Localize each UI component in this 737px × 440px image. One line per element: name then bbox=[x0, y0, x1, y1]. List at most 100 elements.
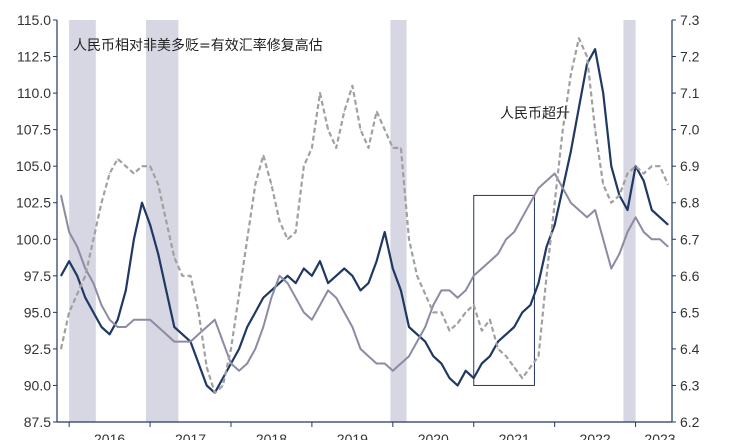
series-2-point-67 bbox=[602, 183, 604, 186]
series-0-point-44 bbox=[416, 333, 418, 335]
series-0-point-61 bbox=[554, 224, 556, 226]
series-1-point-54 bbox=[497, 253, 499, 255]
series-2-point-10 bbox=[141, 165, 143, 167]
series-line-2 bbox=[59, 37, 670, 394]
right-tick-label-2: 6.4 bbox=[680, 341, 700, 357]
series-0-point-13 bbox=[165, 289, 167, 292]
left-tick-label-10: 112.5 bbox=[17, 49, 51, 65]
series-0-point-17 bbox=[198, 362, 200, 365]
series-2-point-60 bbox=[545, 275, 548, 277]
series-0-point-22 bbox=[238, 348, 240, 350]
series-0-point-18 bbox=[206, 384, 208, 387]
left-tick-label-1: 90.0 bbox=[24, 377, 51, 393]
right-tick-label-6: 6.8 bbox=[680, 195, 700, 211]
series-2-point-43 bbox=[408, 238, 410, 240]
series-1-point-52 bbox=[481, 267, 483, 270]
series-2-point-72 bbox=[643, 172, 645, 175]
series-1-point-65 bbox=[586, 216, 588, 218]
series-1-point-32 bbox=[319, 304, 321, 306]
series-1-point-42 bbox=[400, 362, 402, 365]
series-0-point-53 bbox=[489, 355, 491, 357]
left-tick-label-9: 110.0 bbox=[17, 85, 51, 101]
series-2-point-8 bbox=[125, 165, 127, 167]
series-2-point-27 bbox=[278, 220, 281, 222]
series-1-point-64 bbox=[578, 209, 580, 211]
series-2-point-73 bbox=[651, 165, 653, 167]
series-1-point-40 bbox=[384, 362, 386, 365]
series-1-point-31 bbox=[311, 319, 313, 321]
series-1-point-71 bbox=[634, 216, 637, 218]
series-2-point-5 bbox=[100, 202, 103, 204]
series-2-point-0 bbox=[60, 348, 62, 350]
series-1-point-25 bbox=[262, 326, 264, 328]
series-2-point-45 bbox=[424, 293, 426, 295]
series-0-point-56 bbox=[513, 326, 515, 328]
series-2-point-12 bbox=[157, 183, 159, 186]
series-1-point-38 bbox=[367, 355, 370, 357]
series-0-point-48 bbox=[448, 377, 451, 379]
plot-frame bbox=[56, 20, 673, 423]
series-2-point-55 bbox=[505, 355, 507, 357]
series-1-point-0 bbox=[60, 194, 62, 197]
series-0-point-36 bbox=[351, 275, 353, 277]
series-1-point-50 bbox=[465, 289, 467, 292]
series-2-point-49 bbox=[456, 322, 459, 324]
series-1-point-28 bbox=[287, 282, 289, 284]
series-0-point-63 bbox=[570, 150, 572, 153]
series-2-point-66 bbox=[594, 129, 596, 131]
highlight-rect bbox=[473, 194, 535, 386]
series-0-point-72 bbox=[643, 180, 645, 182]
series-2-point-29 bbox=[295, 231, 297, 233]
series-2-point-4 bbox=[92, 238, 95, 240]
series-2-point-74 bbox=[659, 165, 661, 167]
right-tick-label-0: 6.2 bbox=[680, 414, 700, 430]
series-2-point-42 bbox=[400, 147, 402, 149]
series-0-point-7 bbox=[117, 319, 119, 321]
right-axis-ticks: 6.2 6.3 6.4 6.5 6.6 6.7 6.8 6.9 7.0 7.1 7.2 7.3 bbox=[672, 12, 700, 430]
series-0-point-25 bbox=[262, 297, 264, 299]
series-1-point-48 bbox=[448, 289, 451, 292]
series-1-point-10 bbox=[141, 319, 143, 321]
series-2-point-15 bbox=[181, 275, 184, 277]
series-0-point-23 bbox=[246, 326, 248, 328]
shaded-period-1 bbox=[146, 20, 179, 422]
series-2-point-2 bbox=[76, 293, 78, 295]
series-0-point-54 bbox=[497, 341, 499, 343]
series-1-point-63 bbox=[570, 202, 572, 204]
shaded-periods bbox=[69, 20, 636, 422]
series-0-point-46 bbox=[432, 355, 434, 357]
series-2-point-35 bbox=[343, 110, 345, 112]
series-0-point-64 bbox=[578, 107, 580, 109]
series-1-point-18 bbox=[206, 326, 208, 328]
right-tick-label-1: 6.3 bbox=[680, 377, 700, 393]
series-0-point-3 bbox=[84, 297, 86, 299]
series-2-point-62 bbox=[562, 129, 564, 131]
series-0-point-38 bbox=[367, 282, 370, 284]
series-0-point-26 bbox=[270, 289, 273, 292]
series-0-point-12 bbox=[157, 253, 159, 255]
series-2-point-3 bbox=[84, 275, 86, 277]
left-tick-label-7: 105.0 bbox=[16, 158, 51, 174]
series-0-point-43 bbox=[408, 326, 410, 328]
series-1-point-61 bbox=[554, 172, 556, 175]
series-1-point-1 bbox=[68, 231, 70, 233]
series-2-point-39 bbox=[376, 110, 378, 112]
series-2-point-11 bbox=[149, 165, 151, 167]
series-1-point-70 bbox=[626, 231, 629, 233]
series-1-point-12 bbox=[157, 326, 159, 328]
highlight-box bbox=[473, 194, 535, 386]
series-2-point-38 bbox=[367, 147, 370, 149]
series-0-point-70 bbox=[626, 209, 629, 211]
series-1-point-17 bbox=[198, 333, 200, 335]
series-1-point-43 bbox=[408, 355, 410, 357]
series-0-point-75 bbox=[667, 224, 669, 226]
series-2-point-22 bbox=[238, 293, 240, 295]
right-tick-label-5: 6.7 bbox=[680, 231, 700, 247]
series-2-point-63 bbox=[570, 74, 572, 76]
left-tick-label-2: 92.5 bbox=[24, 341, 51, 357]
series-2-point-56 bbox=[513, 366, 515, 368]
series-0-point-57 bbox=[521, 311, 523, 313]
series-2-point-69 bbox=[618, 194, 621, 197]
series-0-point-9 bbox=[133, 238, 135, 240]
